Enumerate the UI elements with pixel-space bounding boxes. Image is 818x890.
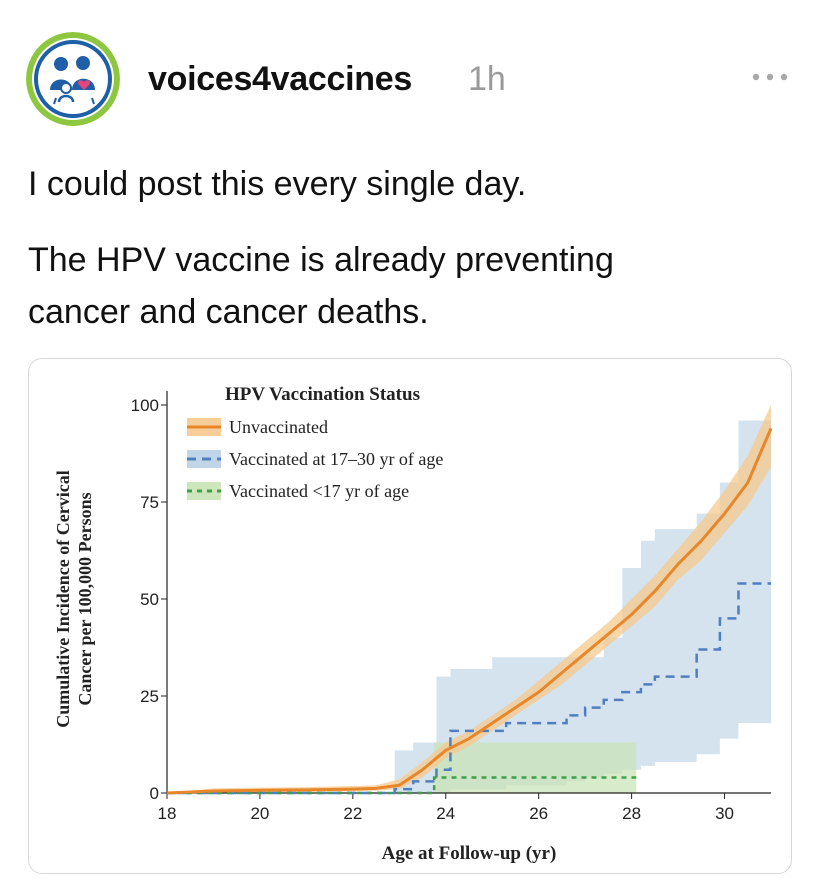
username-link[interactable]: voices4vaccines <box>148 60 412 98</box>
ci-band-series-0 <box>167 405 771 793</box>
x-tick-label: 26 <box>529 804 548 823</box>
legend-entry: Unvaccinated <box>229 417 328 437</box>
y-axis-title-line-2: Cancer per 100,000 Persons <box>75 492 95 705</box>
y-tick-label: 50 <box>140 590 159 609</box>
y-tick-label: 75 <box>140 493 159 512</box>
x-tick-label: 24 <box>436 804 455 823</box>
series-line-vaccinated-17-30 <box>167 582 771 795</box>
x-tick-label: 22 <box>343 804 362 823</box>
x-tick-label: 20 <box>250 804 269 823</box>
post-header: voices4vaccines 1h <box>0 0 818 150</box>
x-axis-title: Age at Follow-up (yr) <box>382 843 557 864</box>
x-tick-label: 30 <box>715 804 734 823</box>
legend-swatch-band <box>187 482 221 500</box>
legend-title: HPV Vaccination Status <box>225 384 420 405</box>
chart-image-card[interactable]: 18 20 22 24 26 28 30 0 25 50 75 100 Age at Follow-up… <box>28 358 792 874</box>
x-tick-label: 28 <box>622 804 641 823</box>
cumulative-incidence-chart: 18 20 22 24 26 28 30 0 25 50 75 100 Age at Follow-up… <box>53 384 773 864</box>
more-options-button[interactable] <box>748 62 792 92</box>
post-timestamp: 1h <box>468 60 506 98</box>
y-axis-title-line-1: Cumulative Incidence of Cervical <box>53 470 73 727</box>
post-text-line-1: I could post this every single day. <box>28 165 527 203</box>
post-text-line-2: The HPV vaccine is already preventing <box>28 241 614 279</box>
series-line-unvaccinated <box>166 427 773 795</box>
family-heart-logo-icon <box>26 32 120 126</box>
post-text-line-3: cancer and cancer deaths. <box>28 293 429 331</box>
series-line-vaccinated-under-17 <box>167 776 637 795</box>
more-horizontal-icon <box>752 73 788 81</box>
avatar[interactable] <box>26 32 120 126</box>
y-tick-label: 100 <box>131 396 159 415</box>
y-tick-label: 25 <box>140 687 159 706</box>
x-tick-label: 18 <box>158 804 177 823</box>
legend-entry: Vaccinated <17 yr of age <box>229 481 409 501</box>
legend-entry: Vaccinated at 17–30 yr of age <box>229 449 443 469</box>
y-tick-label: 0 <box>150 784 159 803</box>
ci-band-series-2 <box>167 730 637 793</box>
